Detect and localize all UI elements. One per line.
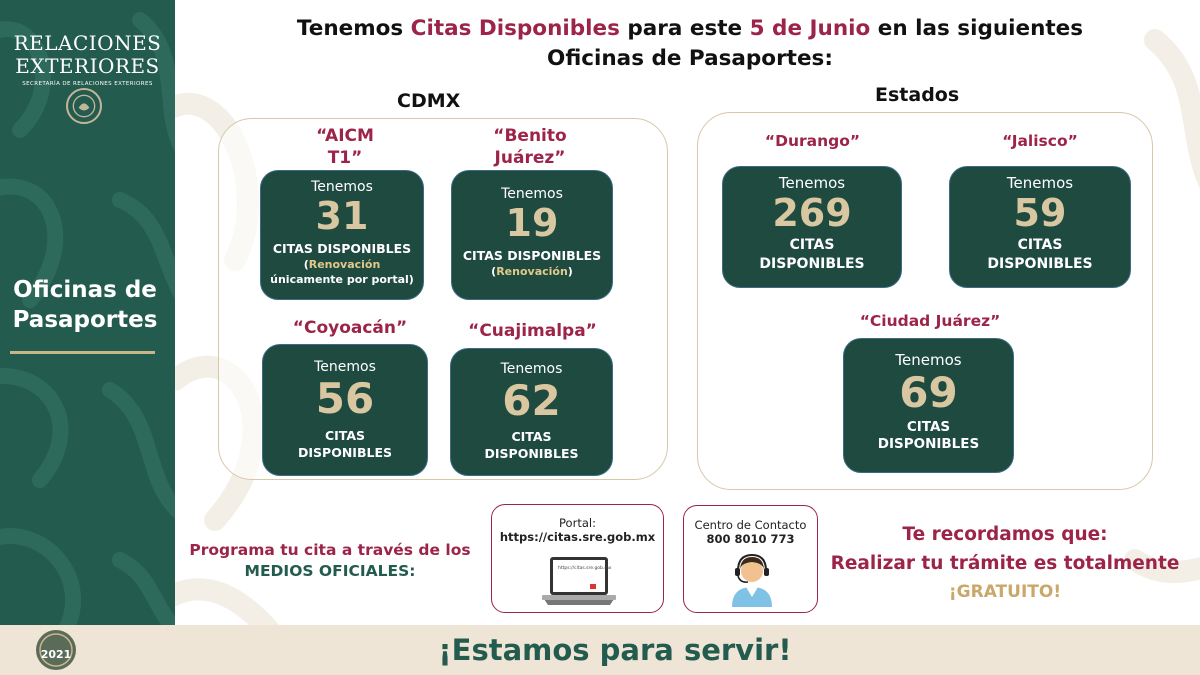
card-tenemos: Tenemos: [1006, 174, 1074, 192]
office-name-ciudad-juarez: “Ciudad Juárez”: [859, 312, 1001, 330]
card-tenemos: Tenemos: [501, 186, 563, 202]
reminder-gratuito: ¡GRATUITO!: [948, 582, 1062, 602]
office-name-coyoacan: “Coyoacán”: [292, 318, 408, 338]
card-count: 31: [315, 194, 369, 238]
footer-banner: 2021 ¡Estamos para servir!: [0, 625, 1200, 675]
card-tenemos: Tenemos: [314, 359, 376, 375]
reminder-line1: Te recordamos que:: [902, 524, 1108, 545]
programa-cita-text: Programa tu cita a través de los MEDIOS …: [180, 540, 480, 582]
card-note-line2: únicamente por portal): [270, 273, 414, 286]
national-seal-icon: [66, 88, 102, 124]
brand-line2: EXTERIORES: [15, 54, 160, 78]
office-name-jalisco: “Jalisco”: [1002, 132, 1078, 150]
brand-line1: RELACIONES: [13, 31, 162, 55]
brand-subtitle: SECRETARÍA DE RELACIONES EXTERIORES: [22, 81, 153, 87]
contact-center-card[interactable]: Centro de Contacto 800 8010 773: [683, 505, 818, 613]
office-name-durango: “Durango”: [764, 132, 861, 150]
portal-label: Portal:: [559, 516, 596, 530]
office-name-cuajimalpa: “Cuajimalpa”: [468, 321, 597, 341]
card-citas-line1: CITAS: [511, 429, 552, 444]
section-label-estados: Estados: [875, 84, 960, 106]
logo-year: 2021: [41, 648, 72, 661]
availability-card-benito-juarez: Tenemos 19 CITAS DISPONIBLES (Renovación…: [451, 170, 613, 300]
card-citas-label: CITAS DISPONIBLES: [272, 241, 412, 256]
card-citas-line2: DISPONIBLES: [298, 445, 392, 460]
section-label-cdmx: CDMX: [397, 90, 461, 112]
portal-card[interactable]: Portal: https://citas.sre.gob.mx https:/…: [491, 504, 664, 613]
sidebar: RELACIONES EXTERIORES SECRETARÍA DE RELA…: [0, 0, 175, 625]
card-note-open: (: [491, 265, 497, 278]
headline-line1: Tenemos Citas Disponibles para este 5 de…: [240, 14, 1140, 44]
office-name-line1: “AICM: [316, 126, 374, 146]
card-citas-line1: CITAS: [906, 419, 951, 435]
sidebar-pattern: [0, 12, 175, 625]
availability-card-cuajimalpa: Tenemos 62 CITAS DISPONIBLES: [450, 348, 613, 476]
card-note: (Renovación): [452, 264, 612, 279]
card-citas-label: CITAS DISPONIBLES: [462, 248, 602, 263]
card-note-close: ): [567, 265, 573, 278]
card-count: 269: [772, 191, 852, 235]
sidebar-title-line2: Pasaportes: [12, 307, 158, 333]
card-citas-line1: CITAS: [324, 428, 366, 443]
card-tenemos: Tenemos: [778, 174, 846, 192]
call-center-agent-icon: [732, 553, 772, 607]
headline-line2: Oficinas de Pasaportes:: [547, 46, 833, 71]
card-count: 59: [1013, 191, 1067, 235]
availability-card-ciudad-juarez: Tenemos 69 CITAS DISPONIBLES: [843, 338, 1014, 473]
headline-part3: en las siguientes: [870, 16, 1084, 41]
reminder-line2: Realizar tu trámite es totalmente: [830, 553, 1180, 574]
card-count: 56: [315, 374, 375, 423]
headline-part1: Tenemos: [296, 16, 411, 41]
headline-highlight-citas: Citas Disponibles: [410, 16, 620, 41]
headline-part2: para este: [619, 16, 750, 41]
card-tenemos: Tenemos: [500, 361, 563, 377]
availability-card-aicm: Tenemos 31 CITAS DISPONIBLES (Renovación…: [260, 170, 424, 300]
card-tenemos: Tenemos: [311, 179, 373, 195]
card-note-renovacion: Renovación: [308, 258, 381, 271]
office-name-aicm: “AICM T1”: [290, 125, 400, 169]
availability-card-durango: Tenemos 269 CITAS DISPONIBLES: [722, 166, 902, 288]
contact-label: Centro de Contacto: [694, 518, 807, 532]
card-citas-line1: CITAS: [1017, 237, 1063, 253]
card-citas-line2: DISPONIBLES: [759, 256, 865, 272]
card-note-open: (: [303, 258, 309, 271]
card-citas-line2: DISPONIBLES: [987, 256, 1093, 272]
office-name-benito-juarez: “Benito Juárez”: [475, 125, 585, 169]
office-name-line2: Juárez”: [494, 148, 566, 168]
headline-highlight-date: 5 de Junio: [749, 16, 871, 41]
contact-phone[interactable]: 800 8010 773: [706, 532, 795, 546]
card-count: 69: [899, 368, 958, 417]
sidebar-title-line1: Oficinas de: [13, 277, 157, 303]
card-citas-line2: DISPONIBLES: [877, 436, 980, 452]
portal-url[interactable]: https://citas.sre.gob.mx: [499, 530, 656, 544]
card-citas-line1: CITAS: [789, 237, 835, 253]
card-citas-line2: DISPONIBLES: [484, 446, 579, 461]
card-note: (Renovación únicamente por portal): [261, 257, 423, 287]
laptop-icon: https://citas.sre.gob.mx: [542, 557, 616, 605]
laptop-screen-url: https://citas.sre.gob.mx: [558, 565, 612, 571]
office-name-line2: T1”: [327, 148, 363, 168]
programa-line2: MEDIOS OFICIALES:: [244, 562, 416, 580]
brand-logo: RELACIONES EXTERIORES SECRETARÍA DE RELA…: [0, 31, 175, 88]
footer-slogan: ¡Estamos para servir!: [438, 633, 792, 667]
sidebar-divider: [10, 351, 155, 354]
programa-line1: Programa tu cita a través de los: [189, 541, 471, 559]
card-count: 19: [505, 201, 559, 245]
card-note-line1: (Renovación: [261, 257, 423, 272]
office-name-line1: “Benito: [493, 126, 567, 146]
availability-card-jalisco: Tenemos 59 CITAS DISPONIBLES: [949, 166, 1131, 288]
card-tenemos: Tenemos: [895, 351, 962, 369]
commemorative-2021-logo-icon: 2021: [36, 630, 76, 670]
card-note-renovacion: Renovación: [496, 265, 568, 278]
availability-card-coyoacan: Tenemos 56 CITAS DISPONIBLES: [262, 344, 428, 476]
page-headline: Tenemos Citas Disponibles para este 5 de…: [240, 14, 1140, 74]
card-count: 62: [502, 376, 561, 425]
reminder-text: Te recordamos que: Realizar tu trámite e…: [825, 520, 1185, 607]
sidebar-title: Oficinas de Pasaportes: [10, 275, 160, 335]
